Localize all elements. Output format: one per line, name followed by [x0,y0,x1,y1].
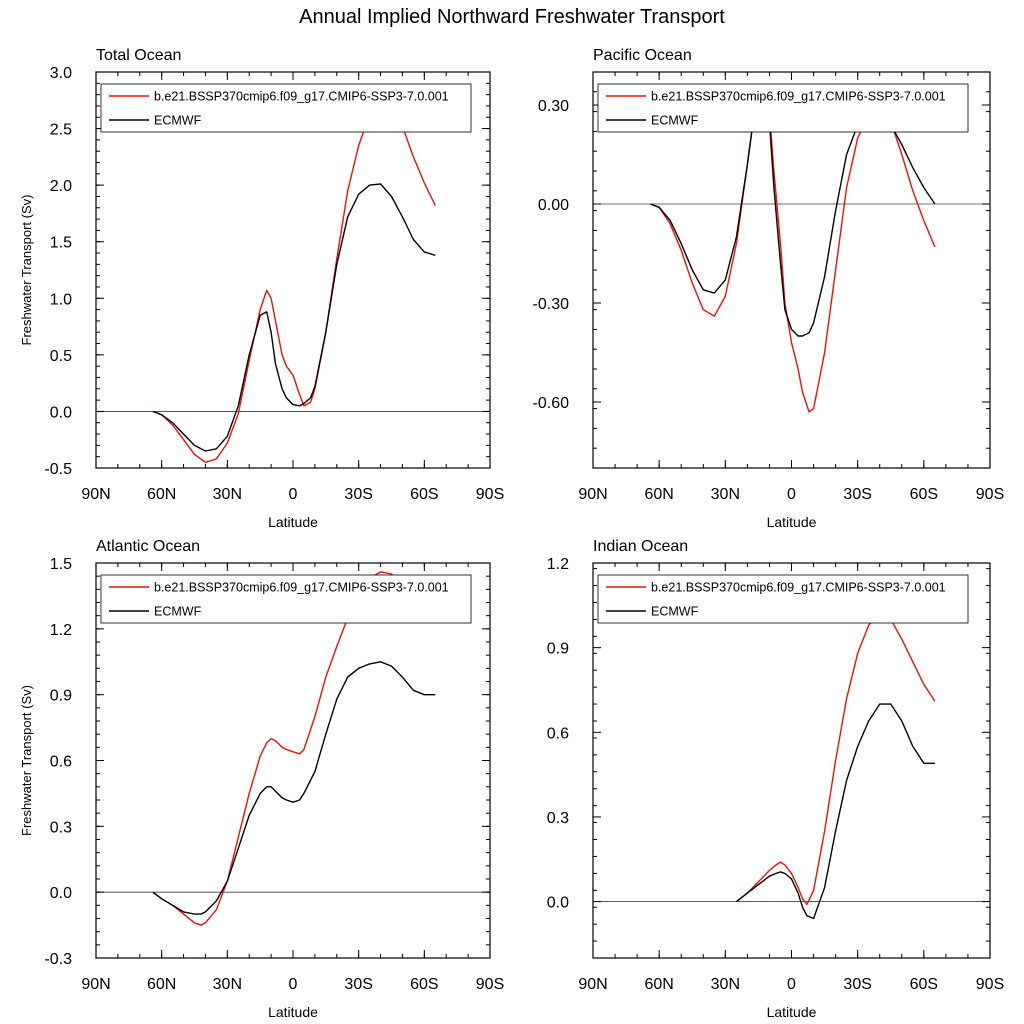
panel-title: Total Ocean [96,47,181,64]
panel-3: 90N 60N 30N 0 30S 60S 90S -0.3 0.0 0.3 0.6 0.9 1.2 1.… [19,538,504,1020]
x-tick-label: 60N [644,486,673,503]
y-tick-label: 0.6 [547,725,569,742]
y-tick-label: -0.3 [44,951,72,968]
y-tick-label: 1.5 [50,235,72,252]
figure-title: Annual Implied Northward Freshwater Tran… [299,6,725,28]
x-axis-label: Latitude [268,1004,318,1020]
y-tick-label: -0.5 [44,461,72,478]
x-tick-label: 60S [910,976,938,993]
x-tick-label: 60N [147,486,176,503]
y-tick-label: 0.0 [547,895,569,912]
x-axis-label: Latitude [767,514,817,530]
y-tick-label: 0.0 [50,404,72,421]
y-tick-label: 0.5 [50,348,72,365]
model-series-line [152,99,436,463]
y-tick-label: -0.30 [533,296,570,313]
y-tick-label: 2.5 [50,122,72,139]
x-tick-label: 30N [213,976,242,993]
y-tick-label: 3.0 [50,65,72,82]
model-series-line [152,571,436,926]
y-tick-label: 0.00 [538,197,569,214]
x-axis-label: Latitude [268,514,318,530]
panel-title: Indian Ocean [593,538,688,555]
legend-ecmwf-label: ECMWF [651,114,699,128]
y-tick-label: 1.0 [50,291,72,308]
y-tick-label: 0.3 [547,810,569,827]
x-tick-label: 60S [410,486,438,503]
x-tick-label: 30S [843,486,871,503]
x-tick-label: 0 [289,486,298,503]
legend-box [100,574,472,624]
x-tick-label: 60N [644,976,673,993]
legend-ecmwf-label: ECMWF [154,605,202,619]
ecmwf-series-line [152,183,436,452]
x-tick-label: 90S [476,486,504,503]
y-tick-label: 0.9 [50,688,72,705]
x-tick-label: 60S [910,486,938,503]
y-axis-label: Freshwater Transport (Sv) [19,195,34,346]
legend-box [597,83,969,133]
ecmwf-series-line [152,661,436,915]
plot-frame [95,71,491,469]
y-tick-label: 1.5 [50,556,72,573]
x-tick-label: 30S [843,976,871,993]
x-tick-label: 60S [410,976,438,993]
x-tick-label: 0 [787,486,796,503]
x-tick-label: 90N [578,486,607,503]
y-tick-label: 0.9 [547,641,569,658]
y-tick-label: 0.30 [538,98,569,115]
x-tick-label: 90S [476,976,504,993]
plot-frame [592,562,991,959]
panel-4: 90N 60N 30N 0 30S 60S 90S 0.0 0.3 0.6 0.9 1.2 Indian… [547,538,1004,1020]
x-tick-label: 30S [344,486,372,503]
legend-box [597,574,969,624]
x-tick-label: 90N [81,486,110,503]
legend-box [100,83,472,133]
x-tick-label: 0 [289,976,298,993]
legend-model-label: b.e21.BSSP370cmip6.f09_g17.CMIP6-SSP3-7.… [154,581,449,595]
y-tick-label: 0.3 [50,819,72,836]
legend-model-label: b.e21.BSSP370cmip6.f09_g17.CMIP6-SSP3-7.… [154,90,449,104]
model-series-line [650,87,936,413]
x-tick-label: 30S [344,976,372,993]
x-tick-label: 30N [711,976,740,993]
plot-frame [592,71,991,469]
x-tick-label: 90N [81,976,110,993]
panel-title: Pacific Ocean [593,47,692,64]
legend-ecmwf-label: ECMWF [154,114,202,128]
legend-model-label: b.e21.BSSP370cmip6.f09_g17.CMIP6-SSP3-7.… [651,581,946,595]
y-tick-label: 1.2 [547,556,569,573]
panel-title: Atlantic Ocean [96,538,200,555]
x-tick-label: 60N [147,976,176,993]
panel-2: 90N 60N 30N 0 30S 60S 90S -0.60 -0.30 0.00 0.30 Pac… [533,47,1005,530]
y-tick-label: 0.6 [50,754,72,771]
y-axis-label: Freshwater Transport (Sv) [19,685,34,836]
y-tick-label: 1.2 [50,622,72,639]
y-tick-label: 2.0 [50,178,72,195]
model-series-line [735,613,936,906]
ecmwf-series-line [735,703,935,920]
panel-1: 90N 60N 30N 0 30S 60S 90S -0.5 0.0 0.5 1.0 1.5 2.0 2.… [19,47,504,530]
x-tick-label: 90N [578,976,607,993]
y-tick-label: -0.60 [533,395,570,412]
x-tick-label: 30N [711,486,740,503]
x-tick-label: 90S [976,976,1004,993]
x-tick-label: 90S [976,486,1004,503]
x-tick-label: 0 [787,976,796,993]
legend-ecmwf-label: ECMWF [651,605,699,619]
y-tick-label: 0.0 [50,885,72,902]
plot-frame [95,562,491,959]
legend-model-label: b.e21.BSSP370cmip6.f09_g17.CMIP6-SSP3-7.… [651,90,946,104]
x-axis-label: Latitude [767,1004,817,1020]
x-tick-label: 30N [213,486,242,503]
